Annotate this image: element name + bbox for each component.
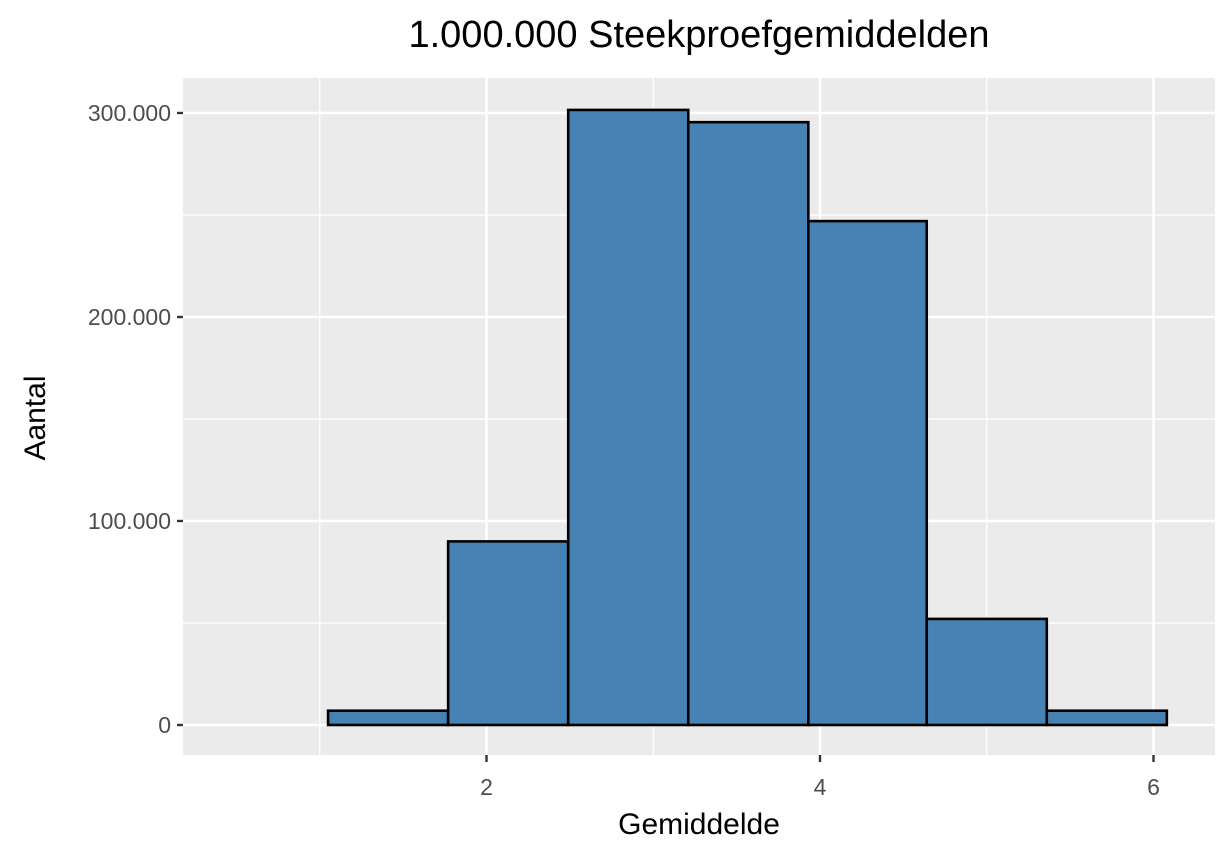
chart-title: 1.000.000 Steekproefgemiddelden [408,14,990,56]
histogram-bar [326,709,450,727]
x-axis-title: Gemiddelde [618,808,780,841]
y-tick-label: 300.000 [88,100,171,126]
x-tick-label: 4 [814,774,827,800]
x-tick-label: 6 [1147,774,1160,800]
histogram-bar [807,219,929,727]
histogram-bar [925,617,1049,727]
histogram-bar [1045,709,1169,727]
histogram-bar [686,120,810,727]
y-tick-label: 100.000 [88,508,171,534]
histogram-bar [446,540,570,727]
y-tick-label: 0 [158,712,171,738]
histogram-bar [566,108,690,727]
x-tick-label: 2 [480,774,493,800]
y-tick-label: 200.000 [88,304,171,330]
y-axis-title: Aantal [19,375,52,461]
